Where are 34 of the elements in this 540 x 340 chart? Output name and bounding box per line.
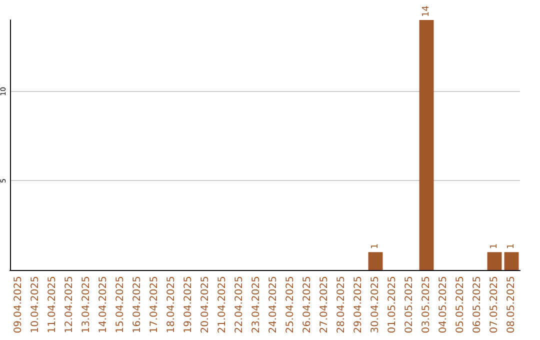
x-tick-label: 12.04.2025 xyxy=(64,276,75,334)
x-tick-label: 11.04.2025 xyxy=(47,276,58,334)
data-label: 1 xyxy=(490,243,500,250)
x-tick-label: 26.04.2025 xyxy=(302,276,313,334)
x-tick-label: 21.04.2025 xyxy=(217,276,228,334)
x-tick-label: 17.04.2025 xyxy=(149,276,160,334)
x-tick-label: 09.04.2025 xyxy=(13,276,24,334)
data-label: 1 xyxy=(370,243,380,250)
x-tick-label: 04.05.2025 xyxy=(438,276,449,334)
data-label: 14 xyxy=(422,5,432,17)
x-tick-label: 25.04.2025 xyxy=(285,276,296,334)
x-tick-label: 27.04.2025 xyxy=(319,276,330,334)
x-tick-label: 07.05.2025 xyxy=(489,276,500,334)
x-tick-label: 06.05.2025 xyxy=(472,276,483,334)
x-tick-label: 24.04.2025 xyxy=(268,276,279,334)
x-tick-label: 22.04.2025 xyxy=(234,276,245,334)
x-tick-label: 05.05.2025 xyxy=(455,276,466,334)
x-tick-label: 19.04.2025 xyxy=(183,276,194,334)
x-tick-label: 01.05.2025 xyxy=(387,276,398,334)
x-tick-label: 15.04.2025 xyxy=(115,276,126,334)
data-label: 1 xyxy=(506,243,516,250)
x-tick-label: 20.04.2025 xyxy=(200,276,211,334)
x-tick-label: 30.04.2025 xyxy=(370,276,381,334)
x-tick-label: 28.04.2025 xyxy=(336,276,347,334)
x-tick-label: 03.05.2025 xyxy=(421,276,432,334)
x-tick-label: 18.04.2025 xyxy=(166,276,177,334)
x-tick-label: 08.05.2025 xyxy=(506,276,517,334)
x-tick-label: 23.04.2025 xyxy=(251,276,262,334)
x-tick-label: 16.04.2025 xyxy=(132,276,143,334)
x-tick-label: 02.05.2025 xyxy=(404,276,415,334)
x-tick-label: 29.04.2025 xyxy=(353,276,364,334)
x-tick-label: 14.04.2025 xyxy=(98,276,109,334)
x-tick-label: 10.04.2025 xyxy=(30,276,41,334)
x-tick-label: 13.04.2025 xyxy=(81,276,92,334)
